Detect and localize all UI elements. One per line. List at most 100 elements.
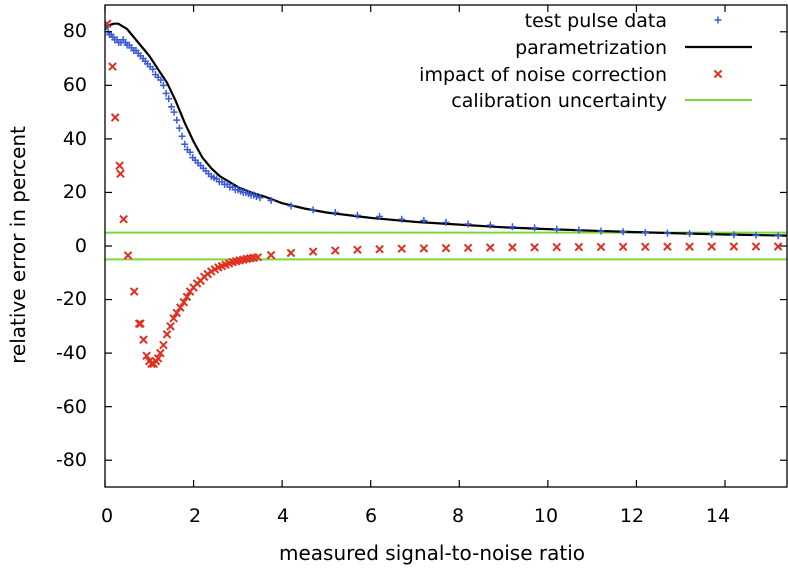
noise-correction-point <box>375 244 384 254</box>
y-tick-label: -40 <box>56 342 87 364</box>
noise-correction-point <box>136 319 145 328</box>
legend-label-calibration-uncertainty: calibration uncertainty <box>451 90 667 112</box>
noise-correction-point <box>142 351 151 361</box>
test-pulse-point <box>159 81 167 89</box>
y-tick-label: 20 <box>63 181 87 203</box>
noise-correction-point <box>663 242 672 251</box>
noise-correction-point <box>169 313 178 323</box>
noise-correction-point <box>640 242 650 252</box>
noise-correction-point <box>751 242 761 251</box>
noise-correction-point <box>179 297 189 307</box>
test-pulse-point <box>181 140 189 148</box>
noise-correction-point <box>115 161 124 170</box>
test-pulse-point <box>686 230 694 238</box>
noise-correction-point <box>105 19 112 29</box>
y-tick-labels: 80 60 40 20 0 -20 -40 -60 -80 <box>56 20 87 471</box>
noise-correction-point <box>139 335 148 345</box>
x-tick-label: 10 <box>534 505 558 527</box>
x-tick-label: 4 <box>277 505 289 527</box>
noise-correction-point <box>773 242 783 251</box>
noise-correction-point <box>110 113 120 122</box>
test-pulse-point <box>398 215 406 223</box>
y-tick-label: -20 <box>56 288 87 310</box>
test-pulse-point <box>464 220 472 228</box>
legend-label-parametrization: parametrization <box>515 37 667 59</box>
noise-correction-point <box>530 243 539 252</box>
test-pulse-point <box>708 230 716 238</box>
x-axis-title: measured signal-to-noise ratio <box>279 541 585 565</box>
test-pulse-point <box>331 209 339 217</box>
noise-correction-point <box>308 247 318 256</box>
y-axis-title: relative error in percent <box>6 126 30 364</box>
test-pulse-point <box>730 231 738 239</box>
noise-correction-point <box>116 169 125 179</box>
noise-correction-point <box>397 244 407 253</box>
noise-correction-point <box>153 354 163 363</box>
noise-correction-point <box>156 348 165 358</box>
parametrization-line <box>105 22 787 237</box>
test-pulse-point <box>508 223 516 231</box>
test-pulse-point <box>165 95 173 103</box>
test-pulse-point <box>162 89 170 97</box>
x-tick-label: 0 <box>101 505 113 527</box>
test-pulse-point <box>376 213 384 221</box>
noise-correction-point <box>182 292 192 302</box>
noise-correction-point <box>707 242 717 251</box>
noise-correction-point <box>729 242 739 251</box>
y-tick-label: -60 <box>56 396 87 418</box>
test-pulse-point <box>619 228 627 236</box>
test-pulse-point <box>173 116 181 124</box>
test-pulse-point <box>178 132 186 140</box>
test-pulse-point <box>267 196 275 204</box>
test-pulse-point <box>353 211 361 219</box>
legend-label-noise-correction: impact of noise correction <box>419 64 667 86</box>
noise-correction-point <box>172 308 182 318</box>
legend-label-test-pulse-data: test pulse data <box>525 10 667 32</box>
axis-ticks <box>104 5 787 487</box>
noise-correction-point <box>441 243 451 253</box>
test-pulse-point <box>553 225 561 233</box>
test-pulse-point <box>252 192 260 200</box>
noise-correction-point <box>175 303 185 312</box>
legend-swatch-noise-correction <box>713 69 723 79</box>
y-tick-label: 80 <box>63 20 87 42</box>
noise-correction-point <box>286 248 296 258</box>
test-pulse-point <box>149 65 157 73</box>
test-pulse-point <box>597 227 605 235</box>
x-tick-label: 8 <box>452 505 464 527</box>
y-tick-label: 60 <box>63 74 87 96</box>
noise-correction-point <box>574 242 584 252</box>
noise-correction-point <box>685 242 694 251</box>
x-tick-label: 14 <box>706 505 730 527</box>
legend: test pulse data parametrization impact o… <box>419 10 752 112</box>
test-pulse-point <box>186 148 194 156</box>
noise-correction-point <box>159 340 168 350</box>
plot-data-layer <box>105 19 787 369</box>
x-tick-label: 12 <box>620 505 644 527</box>
test-pulse-point <box>175 124 183 132</box>
x-tick-label: 2 <box>189 505 201 527</box>
noise-correction-point <box>123 251 133 260</box>
test-pulse-point <box>486 221 494 229</box>
noise-correction-point <box>129 287 139 296</box>
test-pulse-point <box>167 103 175 111</box>
test-pulse-point <box>442 218 450 226</box>
test-pulse-point <box>256 194 264 202</box>
y-tick-label: 40 <box>63 128 87 150</box>
test-pulse-point <box>531 224 539 232</box>
noise-correction-point <box>552 242 562 252</box>
noise-correction-point <box>618 242 628 252</box>
noise-correction-point <box>419 244 429 253</box>
noise-correction-point <box>119 214 128 224</box>
noise-correction-point <box>253 252 263 262</box>
y-tick-label: -80 <box>56 449 87 471</box>
test-pulse-point <box>774 232 782 240</box>
test-pulse-point <box>309 206 317 214</box>
noise-correction-point <box>353 245 362 255</box>
test-pulse-point <box>663 229 671 237</box>
noise-correction-point <box>330 246 340 255</box>
legend-swatches <box>685 16 752 101</box>
noise-correction-point <box>596 242 606 252</box>
x-tick-labels: 0 2 4 6 8 10 12 14 <box>101 505 730 527</box>
